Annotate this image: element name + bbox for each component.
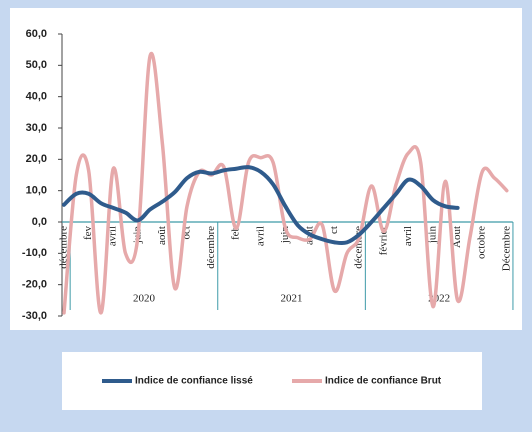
x-tick-label: Décembre	[500, 226, 512, 271]
x-tick-label: avril	[254, 226, 266, 246]
y-tick-label: 40,0	[26, 91, 47, 103]
x-tick-label: Aout	[451, 226, 463, 248]
x-tick-label: juin	[427, 226, 439, 245]
y-tick-label: -20,0	[22, 279, 47, 291]
x-tick-label: avril	[402, 226, 414, 246]
x-tick-label: août	[156, 226, 168, 245]
year-label: 2021	[281, 293, 303, 305]
y-tick-label: 20,0	[26, 153, 47, 165]
y-tick-label: -10,0	[22, 247, 47, 259]
y-tick-label: 0,0	[32, 216, 47, 228]
legend-label: Indice de confiance Brut	[325, 376, 442, 387]
year-label: 2020	[133, 293, 156, 305]
x-tick-label: décembre	[58, 226, 70, 269]
x-tick-label: décembre	[205, 226, 217, 269]
y-tick-label: 30,0	[26, 122, 47, 134]
x-tick-label: février	[377, 226, 389, 256]
x-tick-label: avril	[107, 226, 119, 246]
y-tick-label: 10,0	[26, 185, 47, 197]
y-tick-label: 50,0	[26, 59, 47, 71]
x-tick-label: fev	[82, 226, 94, 241]
x-tick-label: feb	[230, 226, 242, 241]
y-tick-label: -30,0	[22, 310, 47, 322]
series-line	[62, 51, 509, 315]
x-tick-label: ct	[328, 226, 340, 234]
legend-label: Indice de confiance lissé	[135, 376, 253, 387]
y-tick-label: 60,0	[26, 28, 47, 40]
series-line	[62, 165, 460, 246]
x-tick-label: octobre	[476, 226, 488, 259]
